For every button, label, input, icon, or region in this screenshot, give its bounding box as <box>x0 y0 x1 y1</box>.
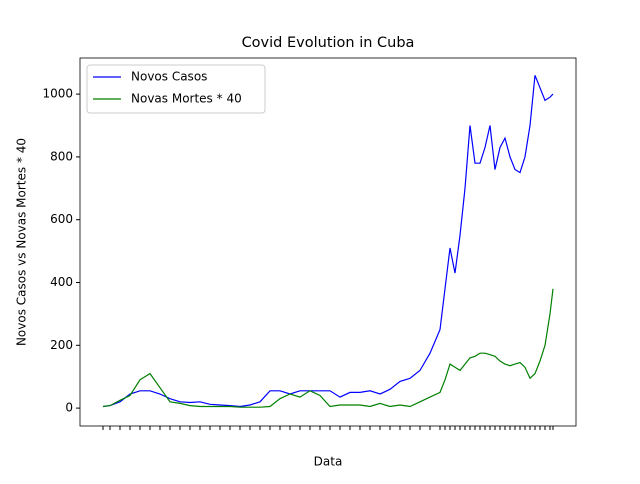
chart-title: Covid Evolution in Cuba <box>242 35 415 51</box>
plot-frame <box>79 57 577 427</box>
legend-label: Novas Mortes * 40 <box>131 92 242 106</box>
x-axis-label: Data <box>314 455 343 469</box>
legend-box <box>86 64 266 114</box>
y-tick-label: 0 <box>65 401 73 415</box>
y-tick-label: 400 <box>50 275 73 289</box>
y-axis-label: Novos Casos vs Novas Mortes * 40 <box>15 138 29 346</box>
legend-label: Novos Casos <box>131 70 207 84</box>
y-tick-label: 200 <box>50 338 73 352</box>
y-tick-label: 800 <box>50 149 73 163</box>
y-tick-label: 600 <box>50 212 73 226</box>
series-line <box>102 288 554 408</box>
series-line <box>102 75 554 408</box>
y-tick-label: 1000 <box>42 87 73 101</box>
